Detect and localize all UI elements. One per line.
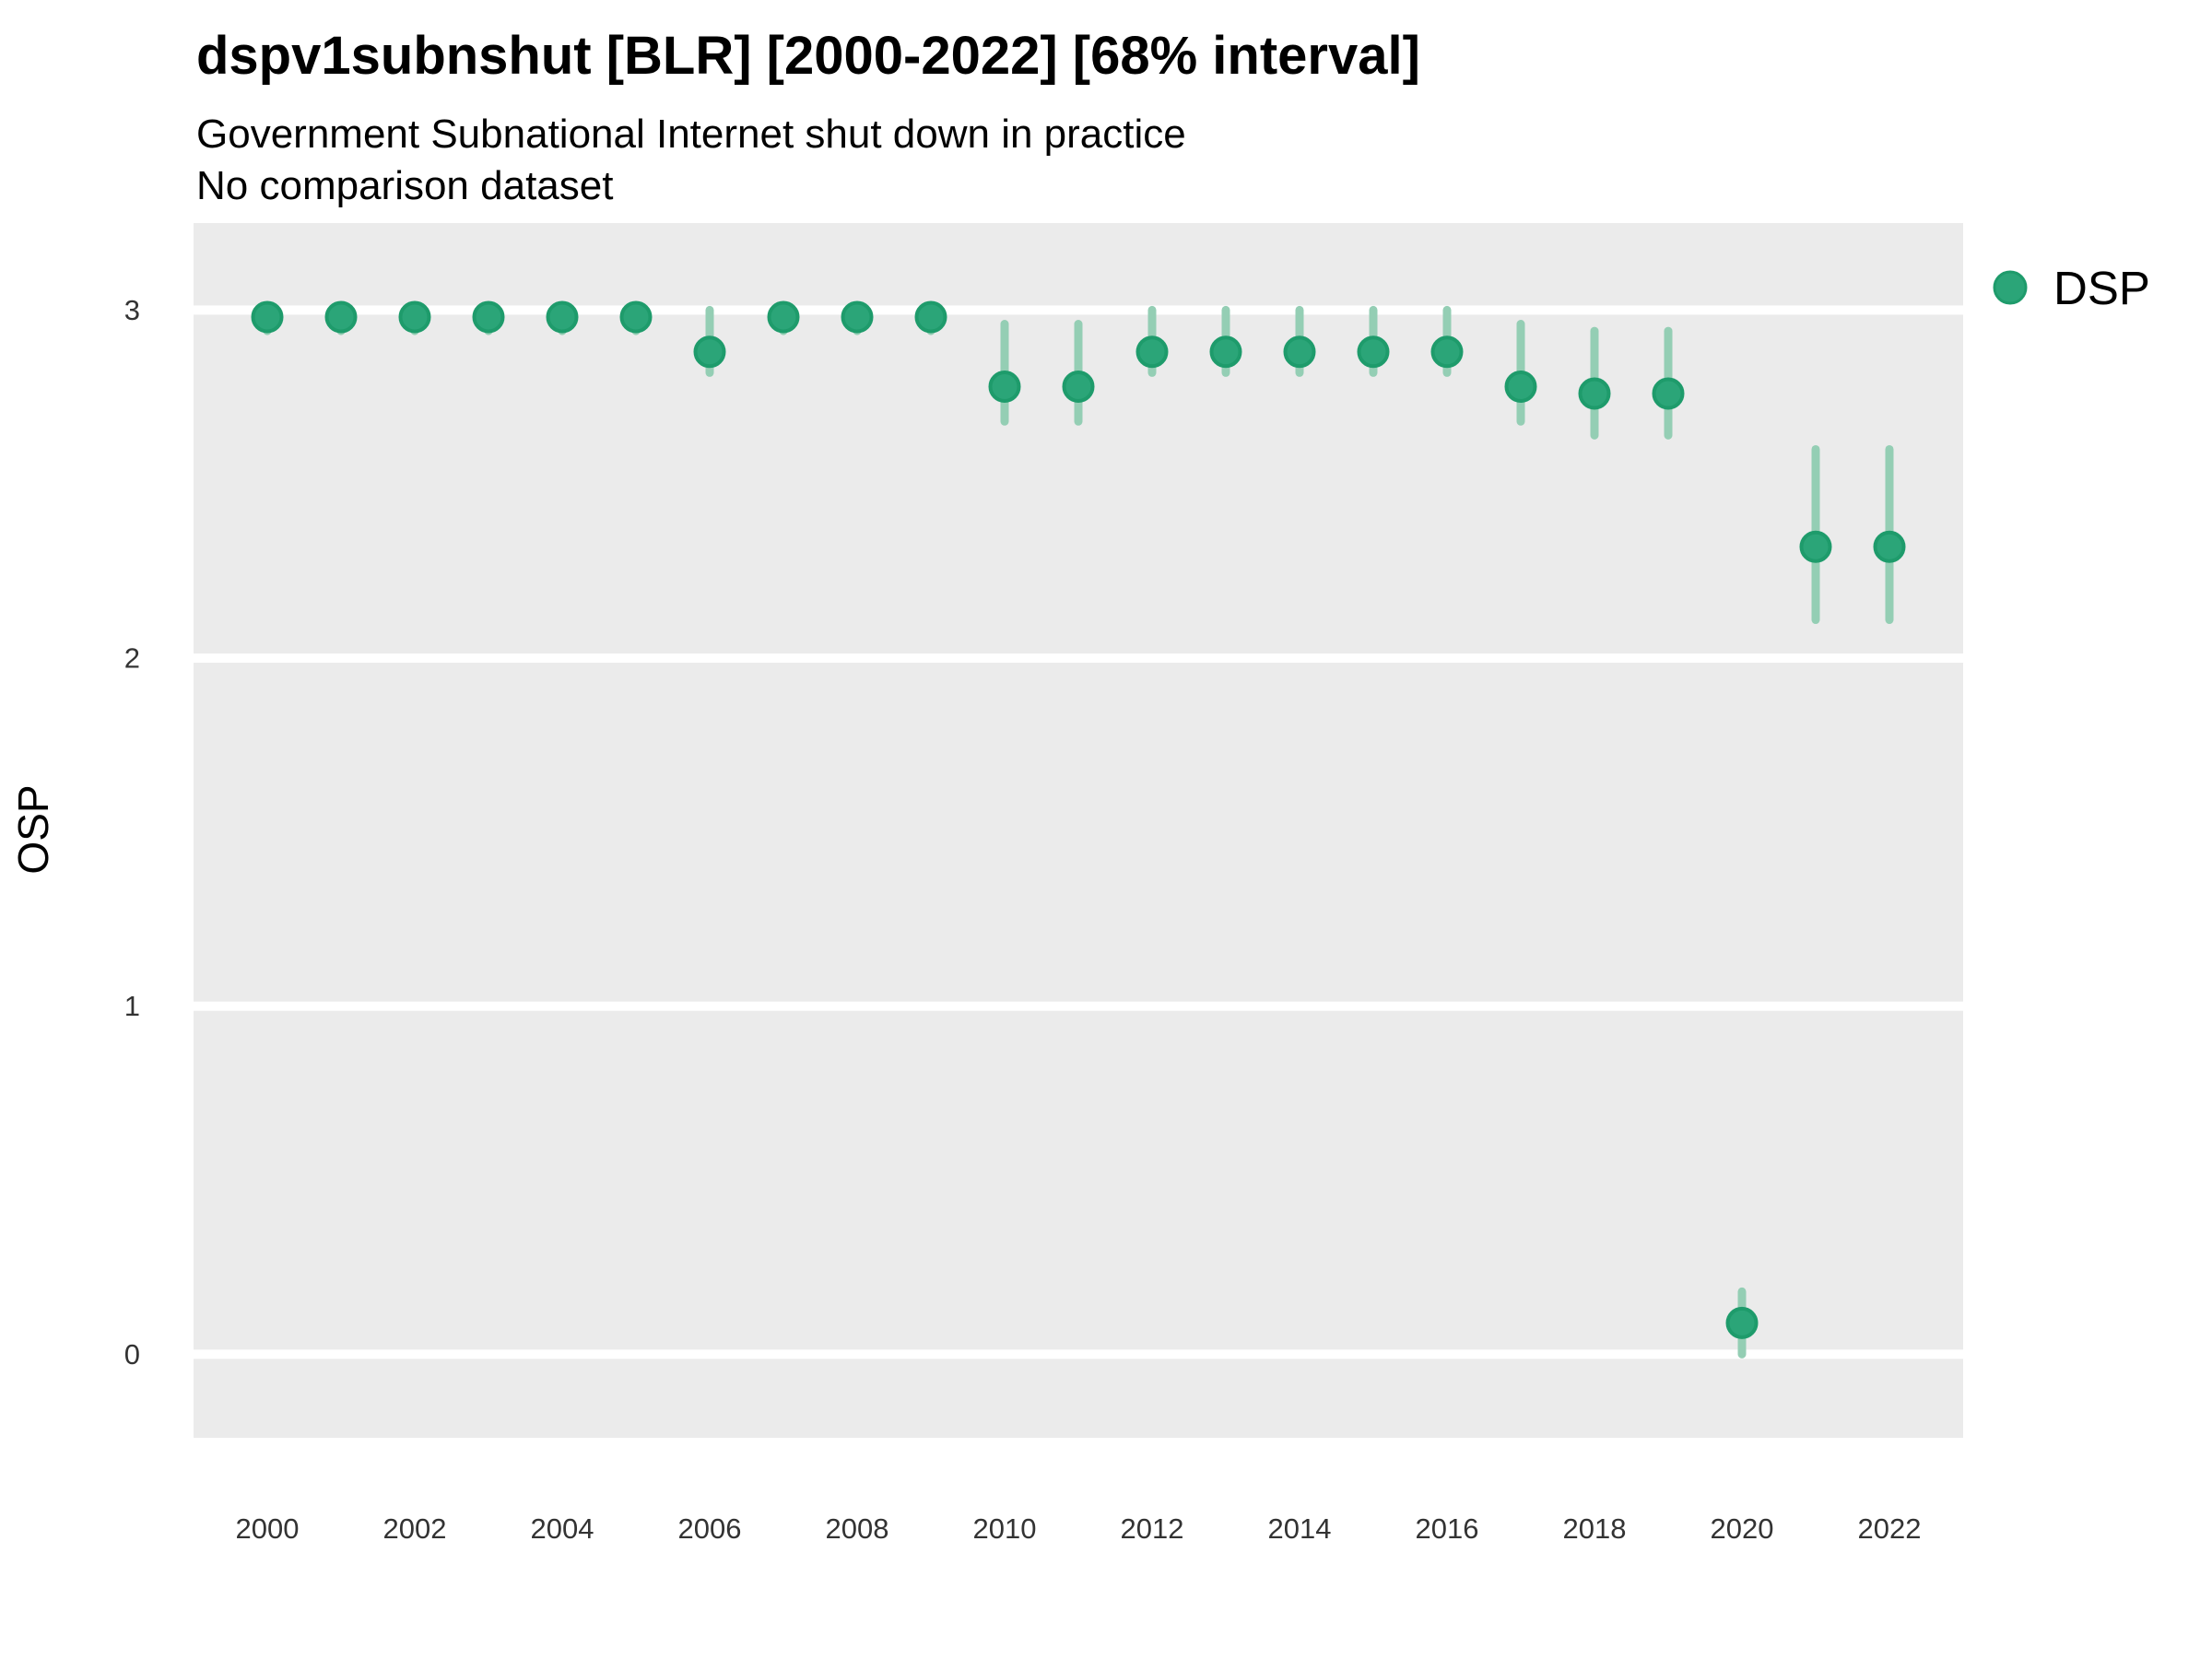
data-point-2003 [472, 300, 505, 334]
gridline-y-2 [194, 653, 1963, 664]
y-tick-label-1: 1 [124, 990, 140, 1022]
legend-point-icon [1993, 270, 2028, 305]
data-point-2012 [1135, 335, 1169, 369]
x-tick-label-2014: 2014 [1268, 1512, 1332, 1545]
data-point-2008 [841, 300, 874, 334]
data-point-2018 [1578, 377, 1611, 410]
gridline-y-0 [194, 1349, 1963, 1359]
data-point-2009 [914, 300, 947, 334]
y-tick-label-2: 2 [124, 642, 140, 675]
data-point-2014 [1283, 335, 1316, 369]
comparison-note: No comparison dataset [196, 163, 613, 208]
data-point-2021 [1799, 530, 1832, 563]
x-tick-label-2006: 2006 [678, 1512, 742, 1545]
x-tick-label-2020: 2020 [1711, 1512, 1774, 1545]
gridline-y-1 [194, 1001, 1963, 1011]
data-point-2022 [1873, 530, 1906, 563]
chart-subtitle: Government Subnational Internet shut dow… [196, 112, 1186, 157]
x-tick-label-2012: 2012 [1121, 1512, 1184, 1545]
data-point-2004 [546, 300, 579, 334]
legend: DSP [1993, 262, 2150, 314]
x-tick-label-2002: 2002 [383, 1512, 447, 1545]
pointrange-series [251, 300, 1906, 1359]
data-point-2002 [398, 300, 431, 334]
data-point-2017 [1504, 370, 1537, 403]
x-tick-label-2018: 2018 [1563, 1512, 1627, 1545]
data-point-2013 [1209, 335, 1242, 369]
data-point-2019 [1652, 377, 1685, 410]
data-point-2011 [1062, 370, 1095, 403]
y-tick-label-0: 0 [124, 1338, 140, 1371]
data-point-2020 [1725, 1306, 1759, 1339]
legend-label: DSP [2053, 262, 2150, 314]
x-tick-label-2022: 2022 [1858, 1512, 1922, 1545]
y-tick-label-3: 3 [124, 294, 140, 326]
y-axis-title: OSP [9, 784, 57, 874]
chart-title: dspv1subnshut [BLR] [2000-2022] [68% int… [196, 26, 1420, 86]
data-point-2005 [619, 300, 653, 334]
y-axis-tick-labels: 0 1 2 3 [124, 294, 140, 1371]
gridline-y-3 [194, 305, 1963, 315]
x-tick-label-2000: 2000 [236, 1512, 300, 1545]
data-point-2001 [324, 300, 358, 334]
x-tick-label-2010: 2010 [973, 1512, 1037, 1545]
data-point-2007 [767, 300, 800, 334]
data-point-2006 [693, 335, 726, 369]
x-axis-tick-labels: 2000 2002 2004 2006 2008 2010 2012 2014 2016 2018… [236, 1512, 1922, 1545]
data-point-2010 [988, 370, 1021, 403]
x-tick-label-2004: 2004 [531, 1512, 594, 1545]
data-point-2016 [1430, 335, 1464, 369]
gridlines [194, 305, 1963, 1359]
data-point-2000 [251, 300, 284, 334]
data-point-2015 [1357, 335, 1390, 369]
x-tick-label-2016: 2016 [1416, 1512, 1479, 1545]
x-tick-label-2008: 2008 [826, 1512, 889, 1545]
